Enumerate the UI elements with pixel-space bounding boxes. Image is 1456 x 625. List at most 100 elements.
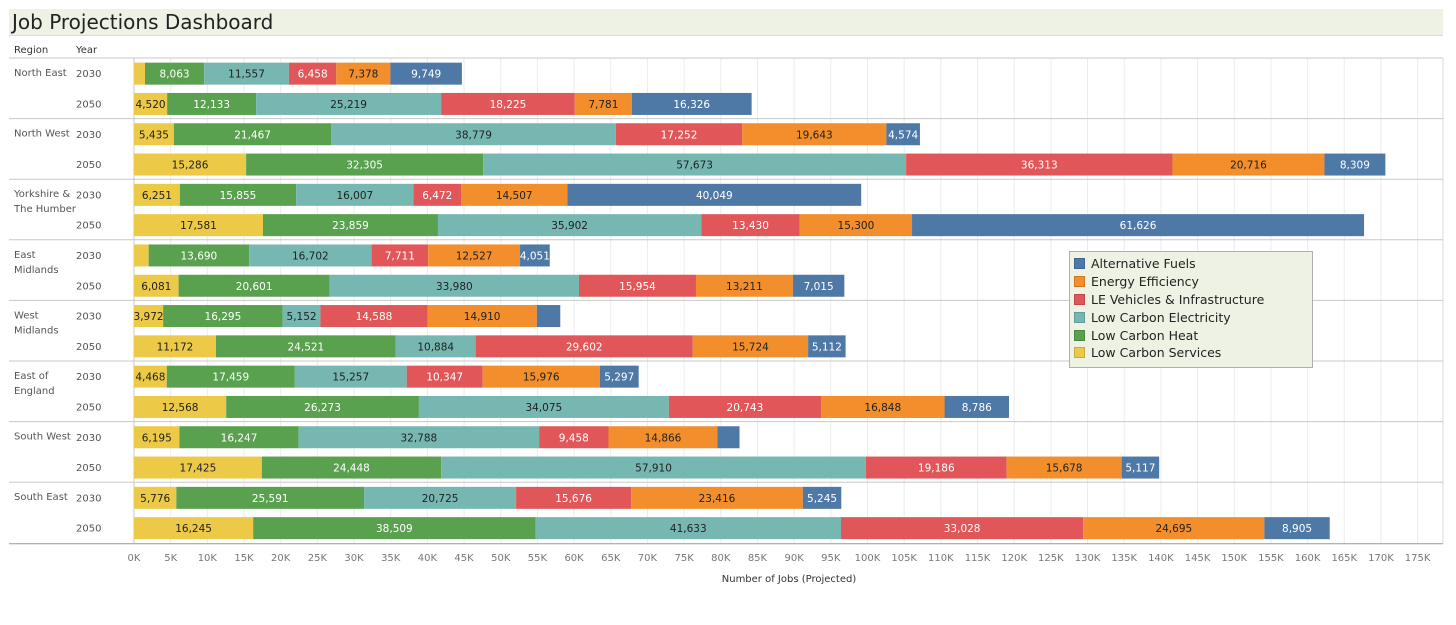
bar-segment [262, 214, 438, 237]
bar-data-label: 3,972 [134, 311, 164, 323]
bar-segment [134, 517, 254, 540]
bar-data-label: 14,866 [645, 432, 682, 444]
bar-data-label: 6,251 [142, 190, 172, 202]
bar-data-label: 19,186 [918, 463, 955, 475]
bar-data-label: 15,676 [555, 493, 592, 505]
legend-item[interactable]: LE Vehicles & Infrastructure [1074, 291, 1312, 309]
region-label: West Midlands [14, 310, 59, 336]
legend-label: Low Carbon Electricity [1091, 309, 1231, 325]
year-label: 2030 [76, 190, 101, 201]
bar-data-label: 8,905 [1282, 523, 1312, 535]
legend-item[interactable]: Low Carbon Electricity [1074, 308, 1312, 326]
legend-item[interactable]: Alternative Fuels [1074, 255, 1312, 273]
bar-data-label: 24,695 [1155, 523, 1192, 535]
year-label: 2050 [76, 99, 101, 110]
bar-data-label: 9,749 [411, 69, 441, 81]
bar-segment [261, 456, 442, 479]
bar-data-label: 20,725 [422, 493, 459, 505]
bar-segment [134, 244, 149, 267]
bar-segment [134, 274, 179, 297]
bar-segment [406, 365, 483, 388]
bar-data-label: 12,133 [193, 99, 230, 111]
bar-data-label: 12,568 [162, 402, 199, 414]
bar-segment [253, 517, 536, 540]
year-label: 2050 [76, 221, 101, 232]
bar-segment [173, 123, 332, 146]
year-label: 2050 [76, 281, 101, 292]
year-label: 2030 [76, 493, 101, 504]
bar-segment [320, 305, 428, 328]
year-label: 2030 [76, 130, 101, 141]
legend-swatch [1074, 276, 1085, 288]
bar-data-label: 20,716 [1230, 160, 1267, 172]
bar-data-label: 11,557 [228, 69, 265, 81]
bar-data-label: 5,117 [1125, 463, 1155, 475]
bar-segment [413, 183, 462, 206]
bar-data-label: 15,976 [523, 372, 560, 384]
bar-data-label: 8,786 [962, 402, 992, 414]
bar-data-label: 16,295 [205, 311, 242, 323]
bar-segment [1083, 517, 1265, 540]
bar-data-label: 38,779 [455, 129, 492, 141]
bar-segment [134, 123, 174, 146]
region-label: East of England [14, 371, 55, 397]
bar-segment [336, 62, 391, 85]
bar-data-label: 9,458 [559, 432, 589, 444]
bar-segment [539, 426, 609, 449]
x-tick-label: 130K [1075, 553, 1101, 564]
bar-segment [742, 123, 887, 146]
x-tick-label: 45K [454, 553, 474, 564]
legend-item[interactable]: Energy Efficiency [1074, 273, 1312, 291]
region-label: North East [14, 68, 67, 79]
bar-segment [717, 426, 740, 449]
bar-data-label: 13,690 [181, 250, 218, 262]
bar-segment [298, 426, 540, 449]
legend-item[interactable]: Low Carbon Heat [1074, 326, 1312, 344]
bar-data-label: 16,848 [864, 402, 901, 414]
bar-segment [441, 92, 575, 115]
bar-data-label: 17,425 [180, 463, 217, 475]
x-tick-label: 165K [1331, 553, 1357, 564]
bar-data-label: 16,326 [673, 99, 710, 111]
bar-data-label: 25,219 [330, 99, 367, 111]
x-tick-label: 85K [748, 553, 768, 564]
bar-segment [390, 62, 462, 85]
legend-swatch [1074, 347, 1085, 359]
bar-data-label: 23,859 [332, 220, 369, 232]
bar-segment [418, 395, 669, 418]
bar-data-label: 25,591 [252, 493, 289, 505]
bar-segment [148, 244, 250, 267]
bar-segment [395, 335, 476, 358]
bar-data-label: 13,211 [726, 281, 763, 293]
bar-data-label: 15,954 [619, 281, 656, 293]
bar-segment [134, 214, 263, 237]
region-label: South East [14, 492, 68, 503]
chart-legend[interactable]: Alternative Fuels Energy Efficiency LE Veh… [1069, 251, 1313, 368]
bar-segment [799, 214, 913, 237]
bar-segment [428, 244, 521, 267]
bar-data-label: 5,245 [807, 493, 837, 505]
bar-data-label: 29,602 [566, 341, 603, 353]
bar-segment [865, 456, 1007, 479]
bar-data-label: 17,459 [212, 372, 249, 384]
legend-item[interactable]: Low Carbon Services [1074, 344, 1312, 362]
region-label: North West [14, 129, 70, 140]
bar-segment [792, 274, 845, 297]
bar-data-label: 15,286 [172, 160, 209, 172]
bar-data-label: 36,313 [1021, 160, 1058, 172]
bar-data-label: 32,788 [400, 432, 437, 444]
bar-segment [1006, 456, 1122, 479]
x-tick-label: 150K [1221, 553, 1247, 564]
bar-segment [437, 214, 702, 237]
bar-data-label: 33,028 [944, 523, 981, 535]
bar-segment [204, 62, 289, 85]
year-label: 2030 [76, 69, 101, 80]
bar-data-label: 40,049 [696, 190, 733, 202]
year-label: 2050 [76, 160, 101, 171]
x-tick-label: 70K [638, 553, 658, 564]
bar-segment [483, 153, 907, 176]
x-tick-label: 170K [1368, 553, 1394, 564]
x-tick-label: 75K [674, 553, 694, 564]
bar-segment [134, 395, 227, 418]
legend-swatch [1074, 258, 1085, 270]
